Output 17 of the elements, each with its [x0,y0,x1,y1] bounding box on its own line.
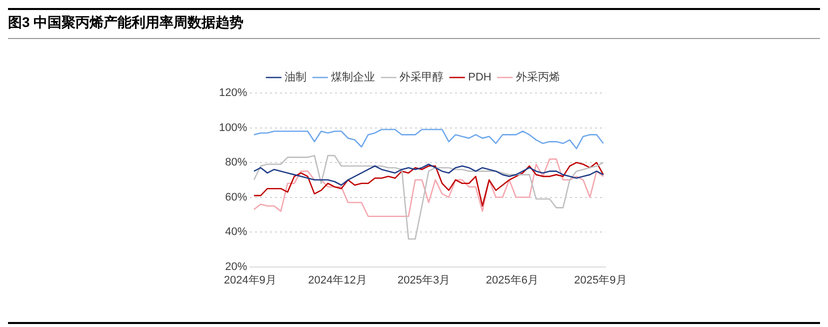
y-tick-label: 20% [225,260,248,273]
x-tick-label: 2024年12月 [308,274,367,286]
y-tick-label: 120% [218,87,248,100]
x-tick-label: 2025年9月 [574,274,627,286]
legend-label: 煤制企业 [331,70,376,84]
legend-label: 外采甲醇 [400,70,444,84]
x-tick-label: 2025年6月 [486,274,538,286]
y-tick-label: 100% [218,122,248,134]
x-tick-label: 2024年9月 [224,274,276,286]
y-tick-label: 60% [225,191,248,204]
text: 图3 中国聚丙烯产能利用率周数据趋势 [8,14,244,32]
y-tick-label: 40% [225,226,248,238]
x-tick-label: 2025年3月 [398,274,450,286]
y-tick-label: 80% [225,156,248,169]
legend-label: 油制 [284,70,307,84]
legend-label: 外采丙烯 [516,70,560,84]
legend-label: PDH [468,72,492,84]
